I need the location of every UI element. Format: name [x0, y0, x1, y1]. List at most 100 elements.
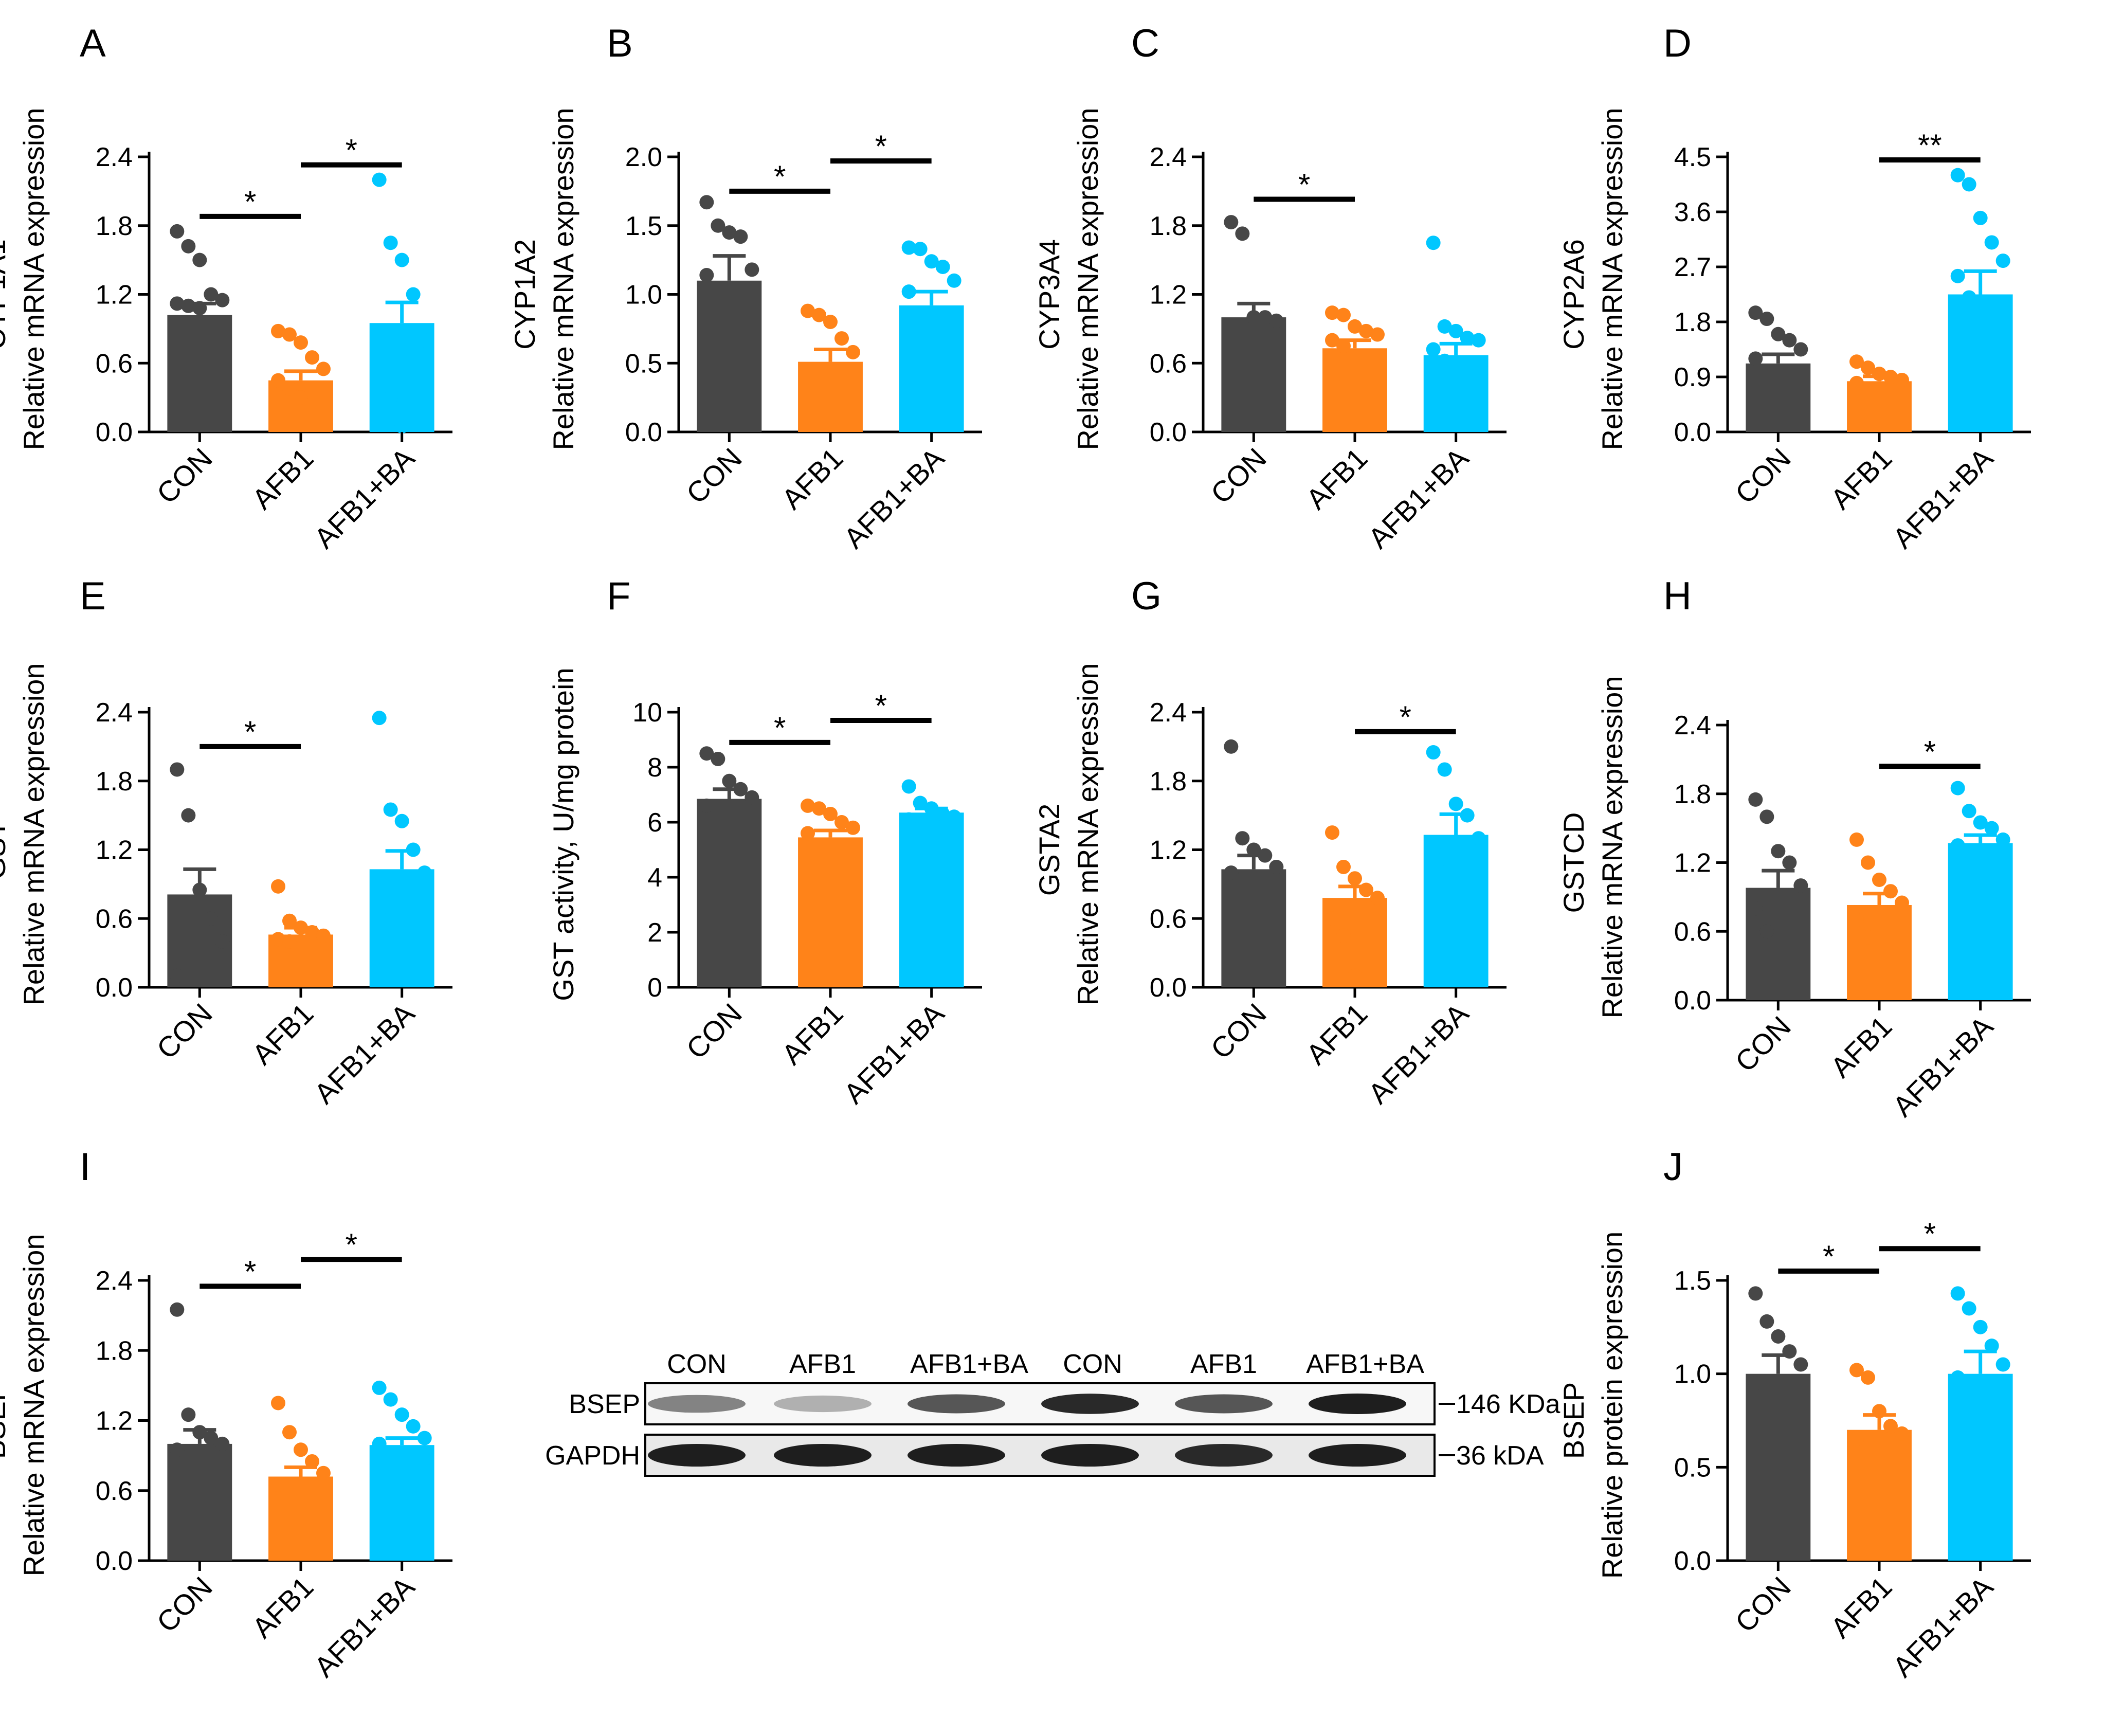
data-point — [711, 218, 725, 233]
data-point — [1426, 236, 1441, 250]
data-point — [204, 287, 219, 302]
panel-i: I 0.0 0.6 1.2 1.8 2.4 BSEP Relative mRNA expres… — [0, 1145, 452, 1683]
data-point — [733, 782, 748, 797]
y-axis-label: Relative mRNA expression — [17, 663, 50, 1005]
category-label: AFB1 — [246, 442, 320, 516]
y-tick-label: 1.2 — [96, 1406, 133, 1436]
gene-label: CYP1A1 — [0, 239, 11, 350]
data-point — [823, 315, 838, 329]
data-point — [823, 806, 838, 821]
y-tick-label: 1.8 — [1150, 767, 1187, 797]
data-point — [1269, 859, 1284, 874]
data-point — [1759, 312, 1774, 327]
data-point — [834, 815, 849, 829]
data-point — [271, 1396, 285, 1410]
y-tick-label: 4.5 — [1674, 142, 1711, 172]
y-axis-label: Relative mRNA expression — [17, 1234, 50, 1576]
marker-label: 36 kDA — [1456, 1441, 1544, 1471]
data-point — [383, 236, 398, 250]
category-label: AFB1+BA — [838, 997, 951, 1110]
data-point — [1348, 319, 1362, 334]
data-point — [1883, 370, 1898, 384]
panel-letter: D — [1663, 22, 1692, 65]
data-point — [699, 268, 714, 283]
data-point — [733, 229, 748, 244]
category-label: AFB1+BA — [1362, 997, 1475, 1110]
y-tick-label: 4 — [647, 863, 662, 893]
data-point — [1748, 792, 1763, 807]
category-label: AFB1+BA — [1886, 1570, 2000, 1683]
data-point — [1895, 372, 1909, 387]
significance-label: * — [875, 689, 887, 723]
gene-label: GSTA2 — [1033, 804, 1065, 896]
category-label: CON — [150, 997, 219, 1065]
data-point — [1246, 310, 1261, 325]
category-label: CON — [1204, 997, 1273, 1065]
y-tick-label: 1.5 — [625, 211, 662, 241]
data-point — [372, 356, 387, 371]
data-point — [1771, 1329, 1786, 1344]
y-tick-label: 0.6 — [96, 904, 133, 934]
bar-con — [697, 280, 762, 432]
significance-label: * — [774, 711, 786, 745]
data-point — [1793, 878, 1808, 893]
data-point — [1950, 1286, 1965, 1301]
data-point — [1771, 844, 1786, 859]
data-point — [1995, 832, 2010, 847]
data-point — [947, 273, 961, 288]
y-tick-label: 0.0 — [1150, 973, 1187, 1003]
data-point — [935, 260, 950, 274]
data-point — [1370, 327, 1385, 342]
data-point — [1224, 865, 1239, 880]
data-point — [913, 795, 928, 810]
significance-label: * — [346, 1227, 357, 1262]
y-tick-label: 0.5 — [1674, 1453, 1711, 1482]
data-point — [1950, 838, 1965, 853]
marker-label: 146 KDa — [1456, 1389, 1560, 1419]
data-point — [1336, 308, 1351, 322]
category-label: CON — [1204, 442, 1273, 510]
data-point — [913, 242, 928, 257]
y-tick-label: 0.6 — [1674, 917, 1711, 947]
y-tick-label: 1.0 — [625, 280, 662, 310]
panel-f: F 0 2 4 6 8 10 GST activity, U/mg protein CON AFB… — [547, 574, 982, 1110]
y-tick-label: 1.2 — [1150, 836, 1187, 865]
data-point — [1426, 842, 1441, 857]
gene-label: CYP2A6 — [1557, 239, 1590, 350]
data-point — [846, 820, 860, 835]
data-point — [924, 254, 939, 269]
data-point — [1258, 848, 1273, 863]
data-point — [1984, 1339, 1999, 1353]
data-point — [801, 798, 815, 813]
bar-con — [167, 315, 232, 432]
significance-label: * — [875, 129, 887, 164]
bar-afb1-ba — [369, 869, 434, 987]
y-tick-label: 0.0 — [1150, 418, 1187, 447]
y-axis-label: Relative mRNA expression — [1596, 676, 1628, 1018]
y-tick-label: 1.5 — [1674, 1266, 1711, 1296]
y-tick-label: 2.4 — [96, 142, 133, 172]
data-point — [1748, 1376, 1763, 1390]
gene-label: CYP1A2 — [509, 239, 541, 350]
data-point — [170, 968, 185, 983]
category-label: AFB1 — [246, 997, 320, 1071]
blot-band — [648, 1395, 746, 1413]
bar-con — [1221, 317, 1286, 432]
y-tick-label: 6 — [647, 808, 662, 838]
panel-a: A 0.0 0.6 1.2 1.8 2.4 CYP1A1 Relative mRNA expr… — [0, 22, 452, 554]
y-tick-label: 0.6 — [1150, 904, 1187, 934]
data-point — [1793, 1357, 1808, 1372]
category-label: AFB1 — [775, 442, 849, 516]
panel-j: J 0.0 0.5 1.0 1.5 BSEP Relative protein expres… — [1557, 1145, 2031, 1683]
data-point — [271, 373, 285, 388]
bar-afb1-ba — [369, 1445, 434, 1561]
data-point — [372, 888, 387, 903]
data-point — [1849, 912, 1864, 927]
data-point — [316, 928, 331, 943]
y-tick-label: 1.2 — [96, 280, 133, 310]
category-label: AFB1+BA — [308, 441, 421, 554]
data-point — [1246, 842, 1261, 857]
data-point — [1973, 815, 1988, 830]
panel-letter: F — [607, 574, 630, 618]
data-point — [1437, 865, 1452, 880]
